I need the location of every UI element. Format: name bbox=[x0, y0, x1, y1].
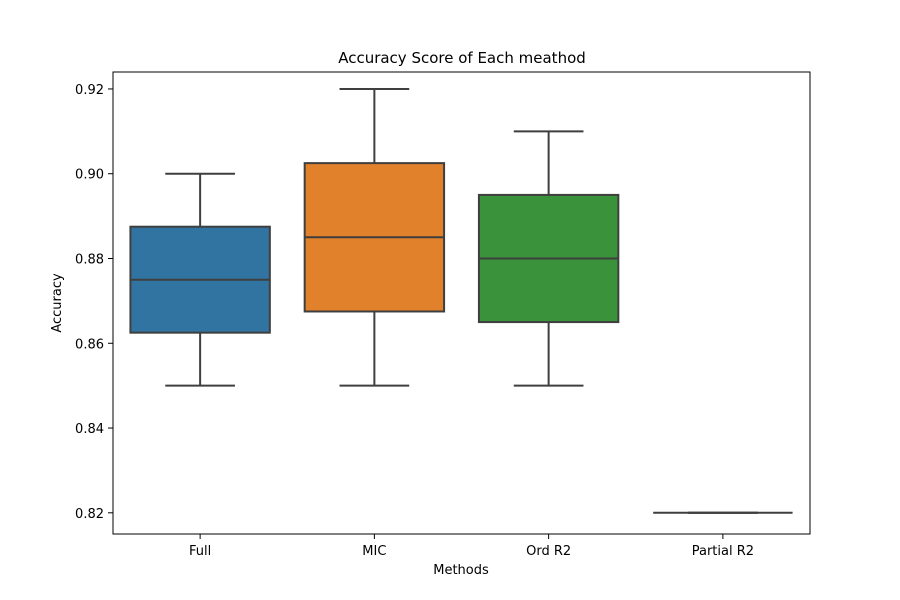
x-tick-label: Ord R2 bbox=[526, 544, 571, 559]
boxes-group bbox=[129, 87, 793, 514]
box-mic bbox=[303, 87, 446, 387]
y-tick-label: 0.84 bbox=[75, 422, 104, 437]
y-tick-label: 0.90 bbox=[75, 168, 104, 183]
y-axis: 0.82 0.84 0.86 0.88 0.90 0.92 bbox=[75, 83, 113, 522]
x-tick-label: Partial R2 bbox=[692, 544, 754, 559]
y-tick-label: 0.82 bbox=[75, 507, 104, 522]
y-tick-label: 0.86 bbox=[75, 337, 104, 352]
box-full bbox=[129, 172, 271, 387]
y-tick-label: 0.88 bbox=[75, 252, 104, 267]
x-tick-label: Full bbox=[189, 544, 211, 559]
box-ord-r2 bbox=[477, 130, 620, 387]
y-axis-label: Accuracy bbox=[50, 273, 65, 333]
x-tick-label: MIC bbox=[362, 544, 386, 559]
chart-title: Accuracy Score of Each meathod bbox=[338, 49, 586, 67]
x-axis-label: Methods bbox=[433, 563, 489, 578]
x-axis: Full MIC Ord R2 Partial R2 bbox=[189, 534, 754, 559]
y-tick-label: 0.92 bbox=[75, 83, 104, 98]
plot-area-frame bbox=[112, 71, 811, 535]
